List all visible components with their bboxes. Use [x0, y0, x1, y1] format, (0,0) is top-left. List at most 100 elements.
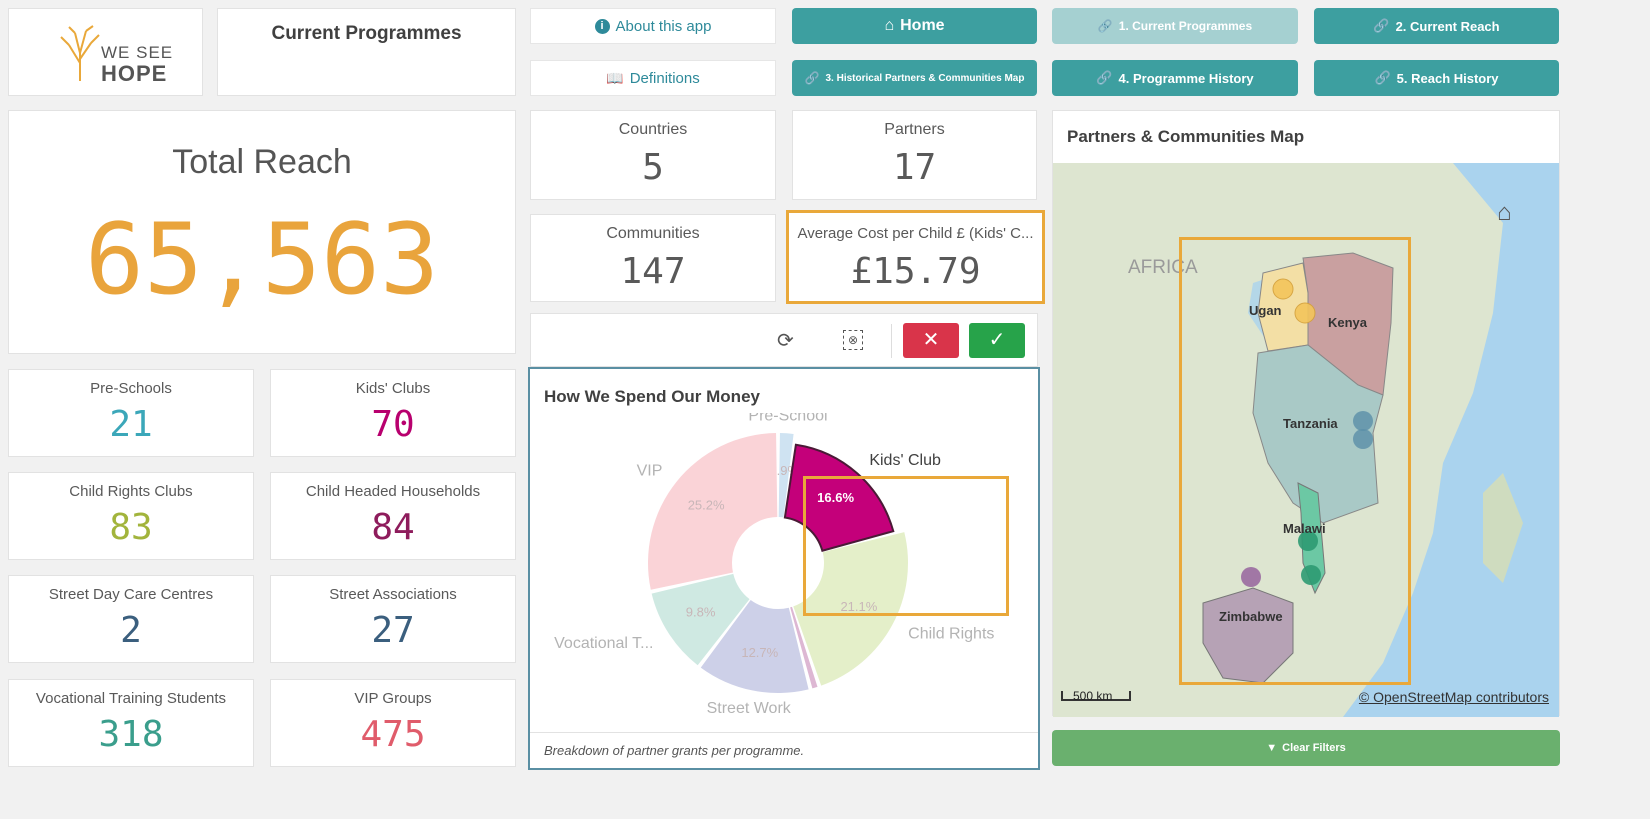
lasso-icon[interactable]: ⟳ — [777, 330, 794, 352]
total-reach-card[interactable]: Total Reach 65,563 — [8, 110, 516, 354]
programme-kpi-6[interactable]: Vocational Training Students 318 — [8, 679, 254, 767]
map-home-icon[interactable]: ⌂ — [1497, 199, 1512, 226]
logo-text-top: WE SEE — [101, 43, 174, 62]
chart-title: How We Spend Our Money — [544, 387, 760, 406]
country-tanzania[interactable] — [1252, 344, 1384, 524]
partners-kpi[interactable]: Partners 17 — [792, 110, 1037, 200]
programme-kpi-5[interactable]: Street Associations 27 — [270, 575, 516, 663]
avg-cost-value: £15.79 — [850, 251, 981, 292]
donut-slice-0[interactable] — [778, 433, 794, 518]
map-scale-bar — [1061, 691, 1131, 701]
home-icon: ⌂ — [884, 17, 895, 34]
about-app-button[interactable]: i About this app — [530, 8, 776, 44]
programme-kpi-0[interactable]: Pre-Schools 21 — [8, 369, 254, 457]
donut-value-label-5: 9.8% — [686, 605, 716, 620]
link-icon: 🔗 — [1373, 18, 1390, 33]
programme-title: Vocational Training Students — [35, 690, 227, 707]
programme-title: Street Associations — [329, 586, 457, 603]
filter-clear-icon: ▼ — [1266, 742, 1278, 754]
logo-card: WE SEE HOPE — [8, 8, 203, 96]
map-label-uganda: Ugan — [1249, 303, 1282, 318]
definitions-button[interactable]: 📖 Definitions — [530, 60, 776, 96]
total-reach-title: Total Reach — [172, 143, 352, 181]
historical-map-button[interactable]: 🔗 3. Historical Partners & Communities M… — [792, 60, 1037, 96]
map-label-zimbabwe: Zimbabwe — [1219, 609, 1283, 624]
programme-title: Child Rights Clubs — [69, 483, 193, 500]
map-label-malawi: Malawi — [1283, 521, 1326, 536]
chart-footer-divider — [530, 732, 1038, 733]
kids-club-highlight — [803, 476, 1009, 616]
partners-map[interactable]: AFRICA Ugan Kenya Tanzania Malawi Zimbab… — [1053, 163, 1559, 717]
programme-history-button[interactable]: 🔗 4. Programme History — [1052, 60, 1298, 96]
cancel-selection-button[interactable]: ✕ — [903, 323, 959, 358]
programme-value: 2 — [120, 610, 142, 651]
reach-history-button[interactable]: 🔗 5. Reach History — [1314, 60, 1559, 96]
country-zimbabwe[interactable] — [1202, 587, 1294, 684]
donut-category-label-5: Vocational T... — [554, 635, 653, 652]
donut-slice-6[interactable] — [648, 433, 778, 590]
chart-footnote: Breakdown of partner grants per programm… — [544, 743, 805, 758]
programme-kpi-1[interactable]: Kids' Clubs 70 — [270, 369, 516, 457]
chart-card: How We Spend Our Money 1.9% Pre-School 16.… — [528, 367, 1040, 770]
avg-cost-kpi[interactable]: Average Cost per Child £ (Kids' C... £15… — [786, 210, 1045, 304]
programme-value: 27 — [371, 610, 415, 651]
programme-title: Street Day Care Centres — [48, 586, 214, 603]
donut-category-label-4: Street Work — [707, 700, 792, 717]
programme-history-label: 4. Programme History — [1118, 70, 1254, 86]
donut-slice-2[interactable] — [793, 532, 908, 686]
donut-value-label-4: 12.7% — [741, 645, 778, 660]
chart-toolbar: ⟳ ⊗ ✕ ✓ — [530, 313, 1038, 367]
donut-slice-1[interactable] — [783, 443, 895, 552]
communities-title: Communities — [606, 225, 700, 242]
link-icon: 🔗 — [1097, 19, 1113, 33]
map-attribution[interactable]: © OpenStreetMap contributors — [1358, 689, 1549, 705]
reach-history-label: 5. Reach History — [1396, 70, 1499, 86]
donut-value-label-2: 21.1% — [840, 599, 877, 614]
partners-value: 17 — [892, 147, 937, 188]
current-programmes-button[interactable]: 🔗 1. Current Programmes — [1052, 8, 1298, 44]
clear-filters-label: Clear Filters — [1282, 742, 1346, 754]
programme-value: 21 — [109, 404, 153, 445]
map-label-tanzania: Tanzania — [1283, 416, 1338, 431]
communities-kpi[interactable]: Communities 147 — [530, 214, 776, 302]
toolbar-divider — [891, 324, 892, 358]
programme-kpi-4[interactable]: Street Day Care Centres 2 — [8, 575, 254, 663]
programme-value: 318 — [98, 714, 164, 755]
donut-category-label-2: Child Rights — [908, 625, 994, 642]
link-icon: 🔗 — [1096, 70, 1113, 85]
donut-slice-5[interactable] — [651, 573, 750, 666]
donut-category-label-1: Kids' Club — [869, 452, 941, 469]
programme-value: 83 — [109, 507, 153, 548]
page-title-card: Current Programmes — [217, 8, 516, 96]
programme-kpi-7[interactable]: VIP Groups 475 — [270, 679, 516, 767]
donut-category-label-0: Pre-School — [748, 413, 827, 424]
link-icon: 🔗 — [804, 71, 820, 85]
about-app-label: About this app — [615, 17, 712, 35]
map-label-kenya: Kenya — [1328, 315, 1368, 330]
map-title: Partners & Communities Map — [1067, 127, 1305, 146]
clear-selection-icon[interactable]: ⊗ — [843, 330, 863, 350]
current-reach-label: 2. Current Reach — [1395, 18, 1500, 34]
avg-cost-title: Average Cost per Child £ (Kids' C... — [797, 225, 1034, 242]
donut-value-label-1: 16.6% — [817, 490, 854, 505]
historical-map-label: 3. Historical Partners & Communities Map — [825, 72, 1025, 84]
confirm-selection-button[interactable]: ✓ — [969, 323, 1025, 358]
map-highlight — [1179, 237, 1411, 685]
clear-filters-button[interactable]: ▼ Clear Filters — [1052, 730, 1560, 766]
definitions-label: Definitions — [629, 69, 700, 87]
programme-kpi-2[interactable]: Child Rights Clubs 83 — [8, 472, 254, 560]
home-button[interactable]: ⌂ Home — [792, 8, 1037, 44]
countries-kpi[interactable]: Countries 5 — [530, 110, 776, 200]
programme-kpi-3[interactable]: Child Headed Households 84 — [270, 472, 516, 560]
book-icon: 📖 — [606, 69, 624, 86]
donut-slice-3[interactable] — [790, 606, 818, 689]
tree-logo-icon — [60, 25, 100, 81]
donut-slice-4[interactable] — [700, 600, 809, 693]
programme-title: Child Headed Households — [305, 483, 481, 500]
current-reach-button[interactable]: 🔗 2. Current Reach — [1314, 8, 1559, 44]
total-reach-value: 65,563 — [84, 203, 439, 317]
map-card: Partners & Communities Map AFRICA Ugan K — [1052, 110, 1560, 717]
page-title: Current Programmes — [271, 23, 462, 44]
communities-value: 147 — [620, 251, 686, 292]
